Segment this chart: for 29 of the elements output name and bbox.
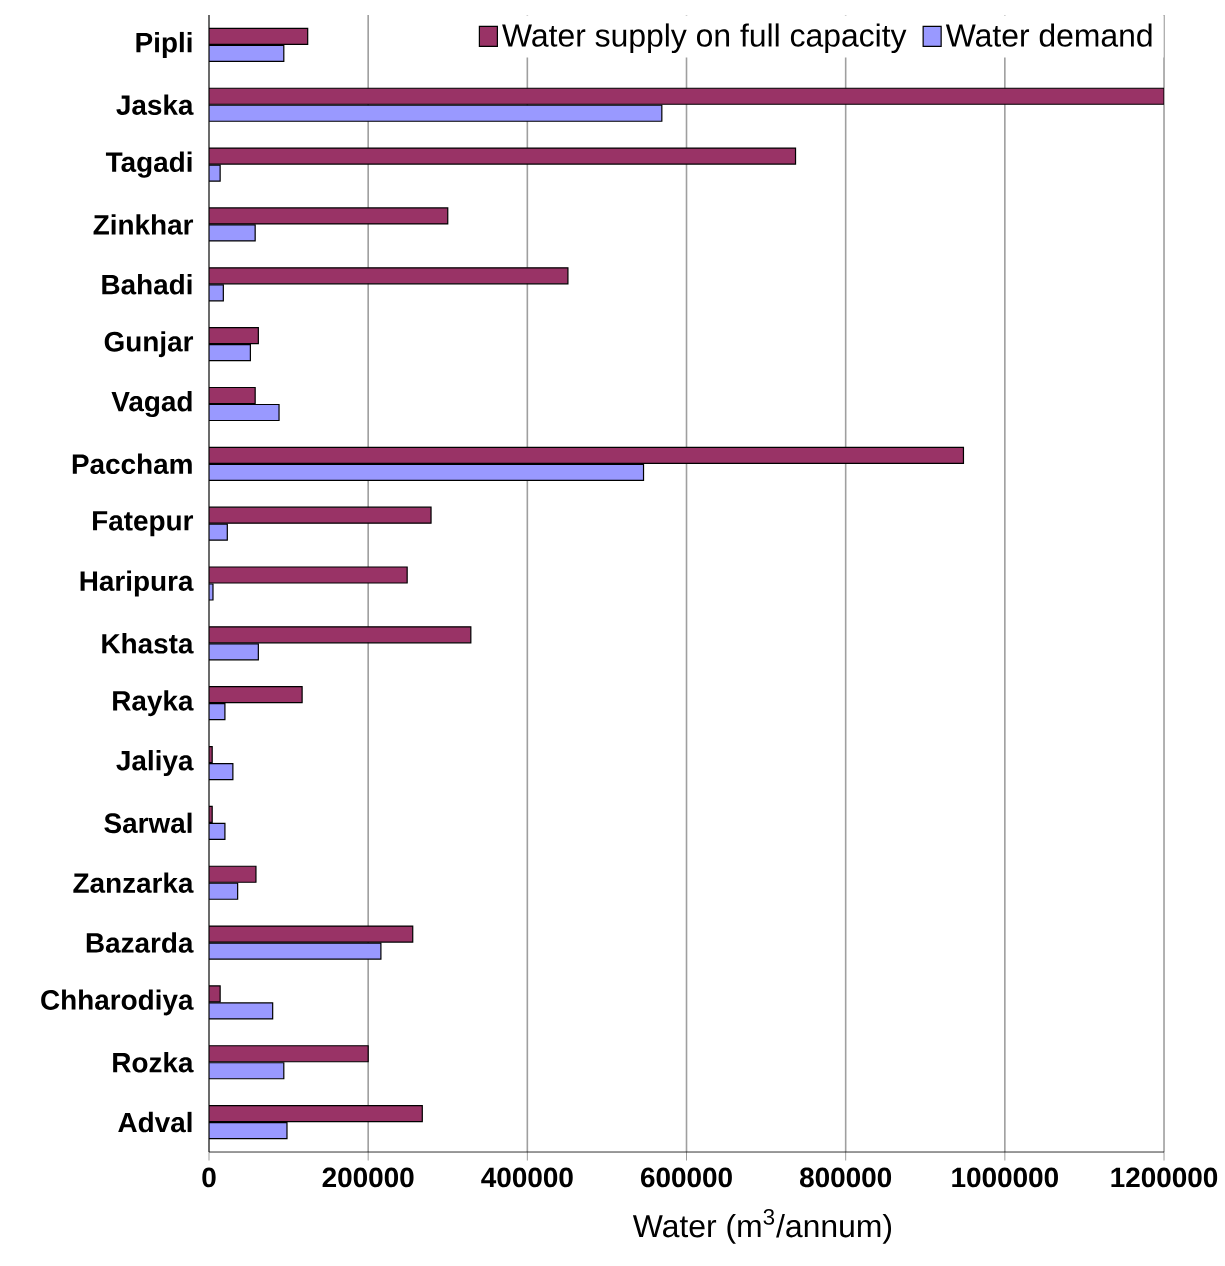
x-tick-label: 800000 (800, 1167, 892, 1188)
legend-label: Water supply on full capacity (502, 23, 907, 54)
y-tick-label: Bazarda (86, 932, 194, 953)
x-tick-label: 400000 (481, 1167, 573, 1188)
y-tick-label: Zanzarka (73, 872, 194, 893)
x-tick-label: 200000 (322, 1167, 414, 1188)
legend-label: Water demand (945, 23, 1152, 47)
x-tick-label: 600000 (641, 1167, 732, 1188)
y-tick-label: Adval (118, 1111, 192, 1133)
y-tick-label: Khasta (102, 633, 194, 654)
y-tick-label: Zinkhar (93, 214, 194, 235)
x-tick-label: 1200000 (1111, 1167, 1218, 1188)
y-tick-label: Rayka (113, 690, 194, 717)
y-tick-label: Vagad (111, 390, 192, 418)
x-axis-title: Water (m$^{3}$/annum) (632, 1208, 892, 1244)
y-tick-label: Pipli (136, 31, 192, 58)
y-tick-label: Paccham (72, 453, 192, 475)
y-tick-label: Fatepur (93, 511, 194, 537)
y-tick-label: Haripura (80, 570, 194, 597)
y-tick-label: Rozka (113, 1052, 194, 1073)
y-tick-label: Sarwal (104, 812, 192, 834)
y-tick-label: Jaska (116, 94, 194, 116)
y-tick-label: Tagadi (105, 151, 192, 178)
y-tick-label: Jaliya (116, 750, 194, 777)
y-tick-label: Gunjar (104, 331, 194, 358)
x-tick-label: 1000000 (952, 1167, 1058, 1188)
y-tick-label: Bahadi (102, 274, 192, 295)
x-tick-label: 0 (202, 1167, 216, 1188)
y-tick-label: Chharodiya (41, 989, 194, 1016)
